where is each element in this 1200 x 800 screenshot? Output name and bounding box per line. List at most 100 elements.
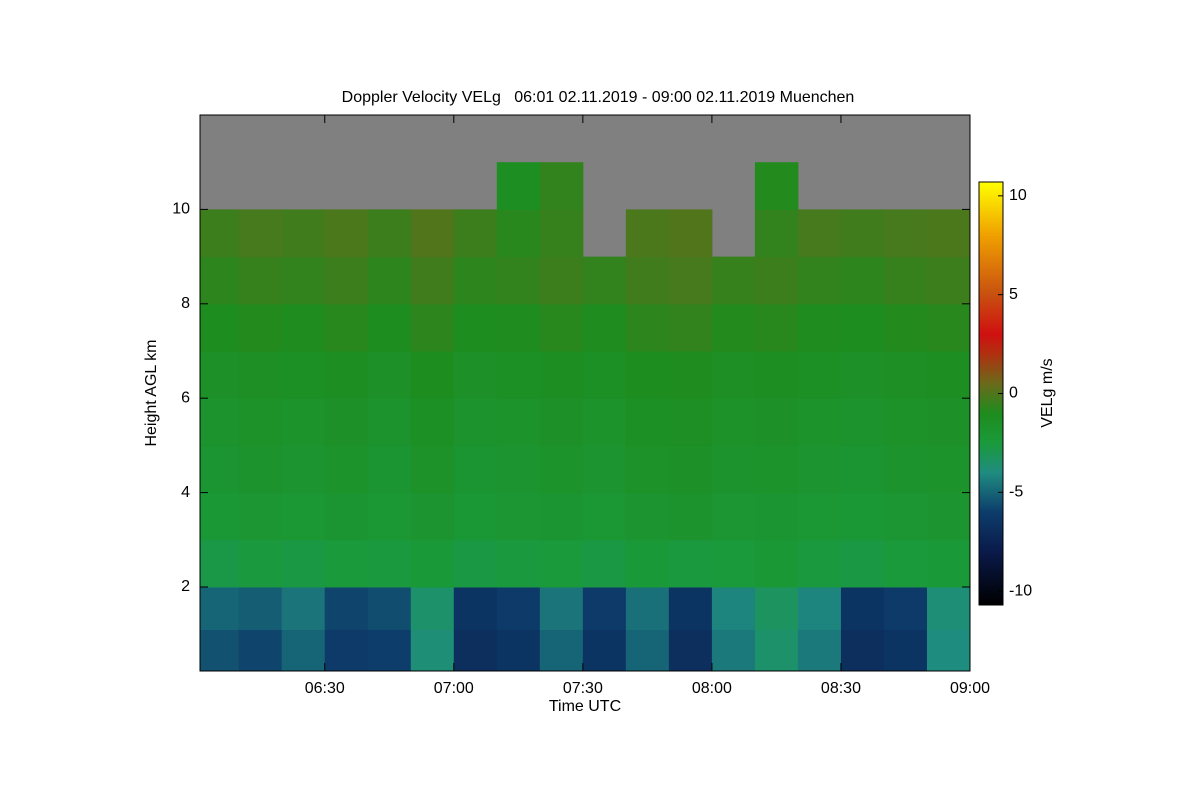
heatmap-cell — [238, 629, 283, 672]
heatmap-cell — [281, 398, 326, 446]
heatmap-cell — [797, 492, 842, 541]
x-tick-label: 08:00 — [692, 680, 732, 697]
heatmap-cell — [754, 256, 799, 305]
heatmap-cell — [539, 162, 584, 210]
heatmap-cell — [281, 586, 326, 630]
heatmap-cell — [324, 586, 369, 630]
heatmap-cell — [200, 350, 240, 399]
heatmap-cell — [883, 629, 928, 672]
heatmap-cell — [539, 256, 584, 305]
heatmap-cell — [281, 209, 326, 258]
heatmap-cell — [883, 209, 928, 258]
heatmap-cell — [410, 256, 455, 305]
heatmap-cell — [410, 539, 455, 588]
heatmap-cell — [754, 209, 799, 258]
heatmap-cell — [453, 445, 498, 494]
heatmap-cell — [840, 209, 885, 258]
heatmap-cell — [582, 492, 627, 541]
heatmap-cell — [840, 539, 885, 588]
heatmap-cell — [582, 539, 627, 588]
heatmap-cell — [625, 539, 670, 588]
heatmap-cell — [238, 445, 283, 494]
heatmap-cell — [324, 209, 369, 258]
heatmap-cell — [711, 445, 756, 494]
heatmap-cell — [625, 398, 670, 446]
heatmap-cell — [625, 350, 670, 399]
heatmap-cell — [539, 303, 584, 352]
heatmap-cell — [625, 445, 670, 494]
heatmap-cell — [453, 256, 498, 305]
heatmap-cell — [496, 629, 541, 672]
heatmap-cell — [625, 209, 670, 258]
heatmap-cell — [883, 398, 928, 446]
colorbar-tick-label: 10 — [1009, 187, 1027, 204]
heatmap-cell — [281, 445, 326, 494]
heatmap-cell — [539, 586, 584, 630]
heatmap-cell — [668, 629, 713, 672]
heatmap-cell — [797, 586, 842, 630]
heatmap-cell — [840, 398, 885, 446]
heatmap-cell — [238, 303, 283, 352]
heatmap-cell — [754, 445, 799, 494]
heatmap-cell — [367, 209, 412, 258]
chart-title: Doppler Velocity VELg 06:01 02.11.2019 -… — [342, 89, 855, 106]
heatmap-cell — [926, 629, 971, 672]
heatmap-cell — [281, 350, 326, 399]
heatmap-cell — [926, 398, 971, 446]
y-tick-label: 10 — [172, 201, 190, 218]
heatmap-cell — [496, 539, 541, 588]
heatmap-cell — [883, 586, 928, 630]
heatmap-cell — [668, 209, 713, 258]
heatmap-cell — [238, 256, 283, 305]
heatmap-cell — [582, 256, 627, 305]
heatmap-cell — [711, 256, 756, 305]
heatmap-cell — [625, 586, 670, 630]
heatmap-cell — [496, 256, 541, 305]
heatmap-cell — [926, 445, 971, 494]
heatmap-cell — [539, 398, 584, 446]
heatmap-cell — [539, 445, 584, 494]
heatmap-cell — [410, 629, 455, 672]
heatmap-cell — [797, 350, 842, 399]
heatmap-cell — [840, 445, 885, 494]
heatmap-cell — [711, 629, 756, 672]
heatmap-cell — [453, 209, 498, 258]
heatmap-cell — [797, 256, 842, 305]
heatmap-cell — [200, 209, 240, 258]
heatmap-cell — [582, 629, 627, 672]
heatmap-cell — [711, 539, 756, 588]
heatmap-cell — [281, 303, 326, 352]
y-tick-label: 4 — [181, 484, 190, 501]
heatmap-cell — [238, 209, 283, 258]
heatmap-cell — [711, 398, 756, 446]
heatmap-cell — [453, 350, 498, 399]
heatmap-cell — [238, 492, 283, 541]
heatmap-cell — [711, 586, 756, 630]
heatmap-cell — [883, 492, 928, 541]
heatmap-cell — [453, 586, 498, 630]
heatmap-cell — [668, 492, 713, 541]
heatmap-cell — [668, 398, 713, 446]
heatmap-cell — [410, 209, 455, 258]
heatmap-cell — [496, 398, 541, 446]
heatmap-cell — [496, 586, 541, 630]
heatmap-cell — [539, 350, 584, 399]
heatmap-cell — [281, 629, 326, 672]
heatmap-cell — [453, 539, 498, 588]
heatmap-cell — [367, 398, 412, 446]
heatmap-cell — [668, 256, 713, 305]
heatmap-cell — [200, 256, 240, 305]
y-tick-label: 6 — [181, 389, 190, 406]
heatmap-cell — [238, 539, 283, 588]
heatmap-cell — [281, 492, 326, 541]
heatmap-cell — [367, 303, 412, 352]
heatmap-cell — [926, 256, 971, 305]
heatmap-cell — [840, 492, 885, 541]
heatmap-cell — [453, 492, 498, 541]
heatmap-cell — [367, 629, 412, 672]
heatmap-cell — [797, 303, 842, 352]
x-tick-label: 07:00 — [434, 680, 474, 697]
heatmap-cell — [797, 539, 842, 588]
colorbar-label: VELg m/s — [1039, 358, 1056, 427]
